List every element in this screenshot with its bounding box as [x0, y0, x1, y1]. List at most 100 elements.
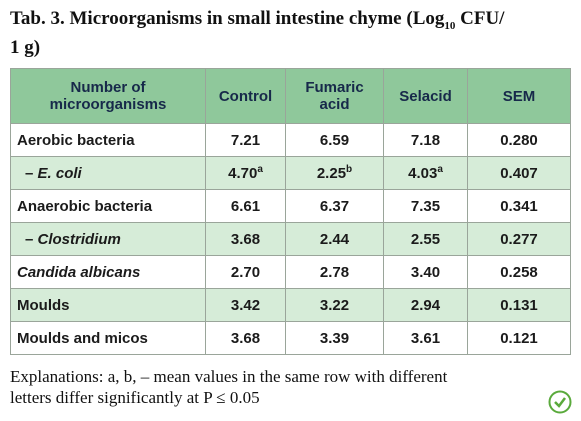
- table-row: – Clostridium 3.68 2.44 2.55 0.277: [10, 222, 571, 256]
- title-text: 1 g): [10, 36, 41, 58]
- value-cell: 3.39: [285, 321, 384, 355]
- value-text: 3.39: [319, 329, 350, 347]
- value-cell: 3.40: [383, 255, 468, 289]
- table-title: Tab. 3. Microorganisms in small intestin…: [10, 8, 575, 59]
- value-text: 3.68: [230, 329, 261, 347]
- header-text: acid: [319, 96, 350, 113]
- value-cell: 3.68: [205, 321, 286, 355]
- footnote-text: Explanations: a, b, – mean values in the…: [10, 367, 448, 386]
- value-text: 3.42: [230, 296, 261, 314]
- header-text: Fumaric: [305, 79, 364, 96]
- value-cell: 7.35: [383, 189, 468, 223]
- header-row: Number of microorganisms Control Fumaric aci…: [10, 68, 571, 124]
- header-text: SEM: [502, 87, 536, 105]
- column-header: Selacid: [383, 68, 468, 124]
- value-cell: 3.42: [205, 288, 286, 322]
- row-label: Moulds: [10, 288, 206, 322]
- value-cell: 2.70: [205, 255, 286, 289]
- value-text: 0.341: [500, 197, 538, 215]
- value-text: 0.131: [500, 296, 538, 314]
- superscript: a: [257, 163, 263, 175]
- value-cell: 2.55: [383, 222, 468, 256]
- value-cell: 2.25b: [285, 156, 384, 190]
- table-row: Anaerobic bacteria 6.61 6.37 7.35 0.341: [10, 189, 571, 223]
- value-text: 2.44: [319, 230, 350, 248]
- table-row: Moulds 3.42 3.22 2.94 0.131: [10, 288, 571, 322]
- value-cell: 0.258: [467, 255, 571, 289]
- value-text: 4.03: [408, 164, 438, 182]
- dash: –: [25, 230, 34, 248]
- column-header: Number of microorganisms: [10, 68, 206, 124]
- title-text: CFU/: [455, 8, 505, 29]
- value-text: 3.22: [319, 296, 350, 314]
- value-cell: 6.37: [285, 189, 384, 223]
- value-cell: 2.44: [285, 222, 384, 256]
- value-cell: 0.407: [467, 156, 571, 190]
- value-text: 0.258: [500, 263, 538, 281]
- value-text: 6.61: [230, 197, 261, 215]
- row-label: Anaerobic bacteria: [10, 189, 206, 223]
- logo: [548, 390, 572, 414]
- value-text: 7.35: [410, 197, 441, 215]
- value-text: 0.280: [500, 131, 538, 149]
- label-text: Candida albicans: [17, 263, 141, 281]
- value-text: 0.277: [500, 230, 538, 248]
- label-text: Anaerobic bacteria: [17, 197, 153, 215]
- footnote: Explanations: a, b, – mean values in the…: [10, 366, 575, 408]
- value-text: 7.21: [230, 131, 261, 149]
- value-text: 3.61: [410, 329, 441, 347]
- value-cell: 6.61: [205, 189, 286, 223]
- table-row: – E. coli 4.70a 2.25b 4.03a 0.407: [10, 156, 571, 190]
- value-cell: 2.78: [285, 255, 384, 289]
- title-subscript: 10: [444, 19, 456, 32]
- value-text: 2.25: [316, 164, 347, 182]
- value-text: 7.18: [410, 131, 441, 149]
- row-label: Candida albicans: [10, 255, 206, 289]
- value-text: 6.59: [319, 131, 350, 149]
- value-cell: 4.70a: [205, 156, 286, 190]
- value-text: 2.55: [410, 230, 441, 248]
- label-text: Aerobic bacteria: [17, 131, 135, 149]
- table-row: Moulds and micos 3.68 3.39 3.61 0.121: [10, 321, 571, 355]
- value-cell: 3.22: [285, 288, 384, 322]
- value-cell: 6.59: [285, 123, 384, 157]
- row-label: Moulds and micos: [10, 321, 206, 355]
- label-text: E. coli: [37, 164, 82, 182]
- row-label: – Clostridium: [10, 222, 206, 256]
- row-label: Aerobic bacteria: [10, 123, 206, 157]
- data-table: Number of microorganisms Control Fumaric aci…: [10, 68, 571, 355]
- value-text: 3.40: [410, 263, 441, 281]
- value-text: 2.94: [410, 296, 441, 314]
- value-text: 2.78: [319, 263, 350, 281]
- value-cell: 7.18: [383, 123, 468, 157]
- value-cell: 0.131: [467, 288, 571, 322]
- column-header: SEM: [467, 68, 571, 124]
- value-cell: 3.68: [205, 222, 286, 256]
- column-header: Fumaric acid: [285, 68, 384, 124]
- column-header: Control: [205, 68, 286, 124]
- footnote-text: letters differ significantly at P ≤ 0.05: [10, 388, 260, 407]
- header-text: Selacid: [399, 87, 452, 105]
- label-text: Moulds and micos: [17, 329, 148, 347]
- value-cell: 3.61: [383, 321, 468, 355]
- value-cell: 0.121: [467, 321, 571, 355]
- row-label: – E. coli: [10, 156, 206, 190]
- superscript: a: [437, 163, 443, 175]
- dash: –: [25, 164, 34, 182]
- value-text: 3.68: [230, 230, 261, 248]
- label-text: Moulds: [17, 296, 70, 314]
- label-text: Clostridium: [37, 230, 121, 248]
- header-text: microorganisms: [49, 96, 167, 113]
- superscript: b: [346, 163, 353, 175]
- value-cell: 7.21: [205, 123, 286, 157]
- value-cell: 2.94: [383, 288, 468, 322]
- table-body: Aerobic bacteria 7.21 6.59 7.18 0.280 – E. co…: [10, 123, 571, 355]
- value-text: 6.37: [319, 197, 350, 215]
- title-text: Tab. 3. Microorganisms in small intestin…: [10, 8, 445, 29]
- value-text: 0.121: [500, 329, 538, 347]
- value-cell: 0.280: [467, 123, 571, 157]
- value-cell: 0.277: [467, 222, 571, 256]
- value-text: 2.70: [230, 263, 261, 281]
- value-cell: 0.341: [467, 189, 571, 223]
